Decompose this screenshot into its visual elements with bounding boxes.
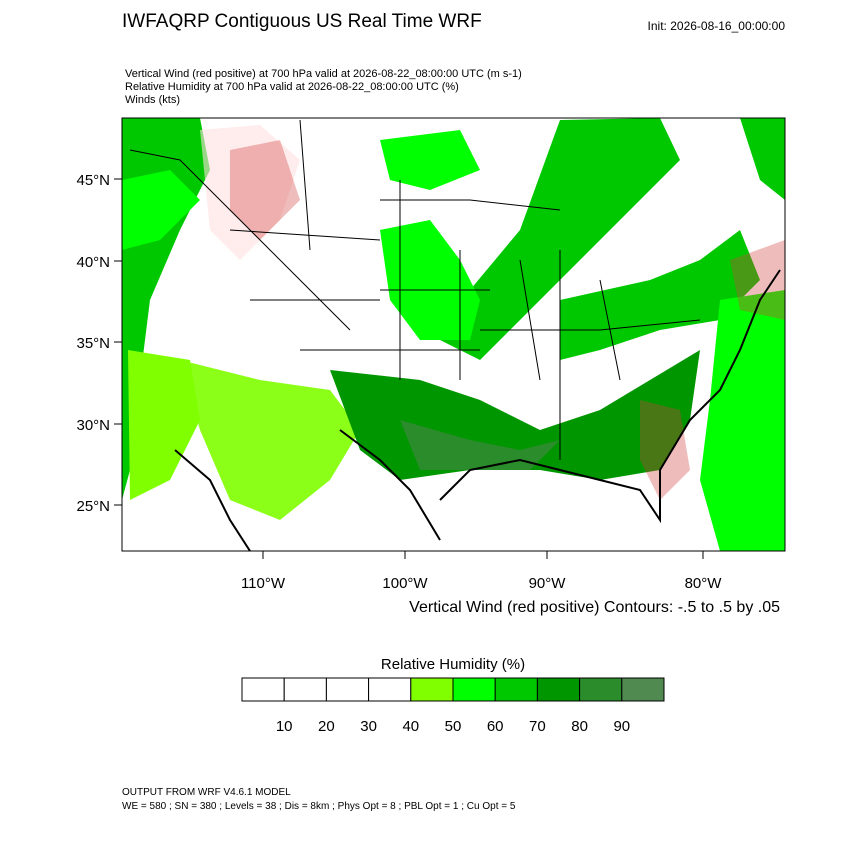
title: IWFAQRP Contiguous US Real Time WRF [122,11,482,32]
field-line: Vertical Wind (red positive) at 700 hPa … [125,68,522,80]
colorbar-label: 20 [318,718,335,735]
colorbar-label: 70 [529,718,546,735]
contour-note: Vertical Wind (red positive) Contours: -… [409,599,780,616]
footer-line: WE = 580 ; SN = 380 ; Levels = 38 ; Dis … [122,801,516,812]
colorbar-box [325,677,370,702]
colorbar-label: 90 [613,718,630,735]
footer-line: OUTPUT FROM WRF V4.6.1 MODEL [122,787,291,798]
colorbar-box [579,677,623,702]
init-time: Init: 2026-08-16_00:00:00 [648,19,786,33]
colorbar-box [452,677,496,702]
lon-label: 100°W [382,575,428,592]
colorbar-box [621,677,665,702]
lon-label: 90°W [529,575,567,592]
lat-label: 30°N [76,417,110,434]
colorbar-label: 40 [402,718,419,735]
lon-label: 80°W [685,575,723,592]
colorbar-title: Relative Humidity (%) [381,656,525,673]
lon-label: 110°W [241,575,286,592]
field-line: Relative Humidity at 700 hPa valid at 20… [125,81,459,93]
colorbar-box [410,677,454,702]
field-line: Winds (kts) [125,94,180,106]
lat-label: 35°N [76,335,110,352]
humidity-field [122,118,785,551]
lat-label: 45°N [76,172,110,189]
colorbar-label: 30 [360,718,377,735]
colorbar-label: 50 [445,718,462,735]
colorbar-label: 60 [487,718,504,735]
colorbar-label: 80 [571,718,588,735]
colorbar-box [283,677,327,702]
colorbar-box [368,677,412,702]
colorbar-box [536,677,581,702]
map [121,117,786,552]
colorbar-box [241,677,285,702]
lat-label: 25°N [76,498,110,515]
map-frame [121,117,786,552]
colorbar-label: 10 [276,718,293,735]
colorbar-box [494,677,538,702]
lat-label: 40°N [76,254,110,271]
